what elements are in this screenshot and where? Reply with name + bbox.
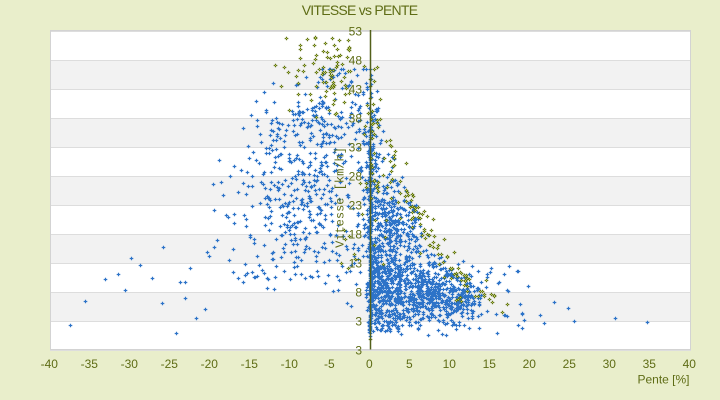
svg-text:48: 48 [349, 53, 363, 67]
svg-text:8: 8 [355, 285, 362, 299]
svg-text:VITESSE vs PENTE: VITESSE vs PENTE [302, 2, 418, 18]
svg-text:35: 35 [643, 357, 657, 371]
svg-text:33: 33 [349, 140, 363, 154]
svg-text:30: 30 [603, 357, 617, 371]
svg-text:40: 40 [683, 357, 697, 371]
svg-text:0: 0 [366, 357, 373, 371]
svg-text:-15: -15 [241, 357, 259, 371]
svg-text:38: 38 [349, 111, 363, 125]
svg-text:Vitesse [km/h]: Vitesse [km/h] [334, 147, 348, 248]
svg-text:-10: -10 [281, 357, 299, 371]
svg-text:18: 18 [349, 227, 363, 241]
svg-text:Pente [%]: Pente [%] [637, 372, 689, 386]
svg-text:25: 25 [563, 357, 577, 371]
svg-text:-20: -20 [201, 357, 219, 371]
svg-text:53: 53 [349, 24, 363, 38]
svg-text:5: 5 [406, 357, 413, 371]
svg-text:28: 28 [349, 169, 363, 183]
svg-text:3: 3 [355, 314, 362, 328]
svg-text:3: 3 [355, 343, 362, 357]
svg-text:23: 23 [349, 198, 363, 212]
svg-text:-35: -35 [81, 357, 99, 371]
svg-text:-5: -5 [324, 357, 335, 371]
svg-text:20: 20 [523, 357, 537, 371]
svg-text:13: 13 [349, 256, 363, 270]
svg-text:-30: -30 [121, 357, 139, 371]
svg-text:43: 43 [349, 82, 363, 96]
svg-text:10: 10 [443, 357, 457, 371]
svg-text:-25: -25 [161, 357, 179, 371]
svg-text:-40: -40 [41, 357, 59, 371]
svg-text:15: 15 [483, 357, 497, 371]
